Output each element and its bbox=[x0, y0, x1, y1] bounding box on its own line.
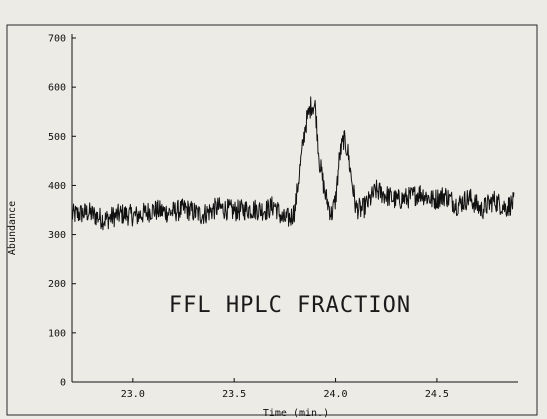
axes bbox=[71, 34, 518, 383]
y-tick-label: 100 bbox=[48, 328, 66, 339]
y-axis-title: Abundance bbox=[7, 201, 18, 255]
annotation-label: FFL HPLC FRACTION bbox=[169, 293, 411, 318]
series-group bbox=[71, 96, 515, 231]
y-tick-label: 0 bbox=[60, 378, 66, 389]
x-axis-title: Time (min.) bbox=[263, 408, 329, 419]
y-tick-label: 600 bbox=[48, 83, 66, 94]
y-tick-label: 300 bbox=[48, 230, 66, 241]
x-tick-label: 24.5 bbox=[425, 389, 449, 400]
y-tick-label: 500 bbox=[48, 132, 66, 143]
series-line bbox=[71, 96, 515, 231]
y-tick-label: 400 bbox=[48, 181, 66, 192]
x-tick-label: 24.0 bbox=[323, 389, 347, 400]
ticks: 0 100 200 300 400 500 600 700 23.0 23.5 24.0 24.5 bbox=[48, 34, 449, 401]
y-tick-label: 200 bbox=[48, 279, 66, 290]
x-tick-label: 23.5 bbox=[222, 389, 246, 400]
x-tick-label: 23.0 bbox=[121, 389, 145, 400]
plot-border bbox=[6, 24, 538, 416]
y-tick-label: 700 bbox=[48, 34, 66, 45]
